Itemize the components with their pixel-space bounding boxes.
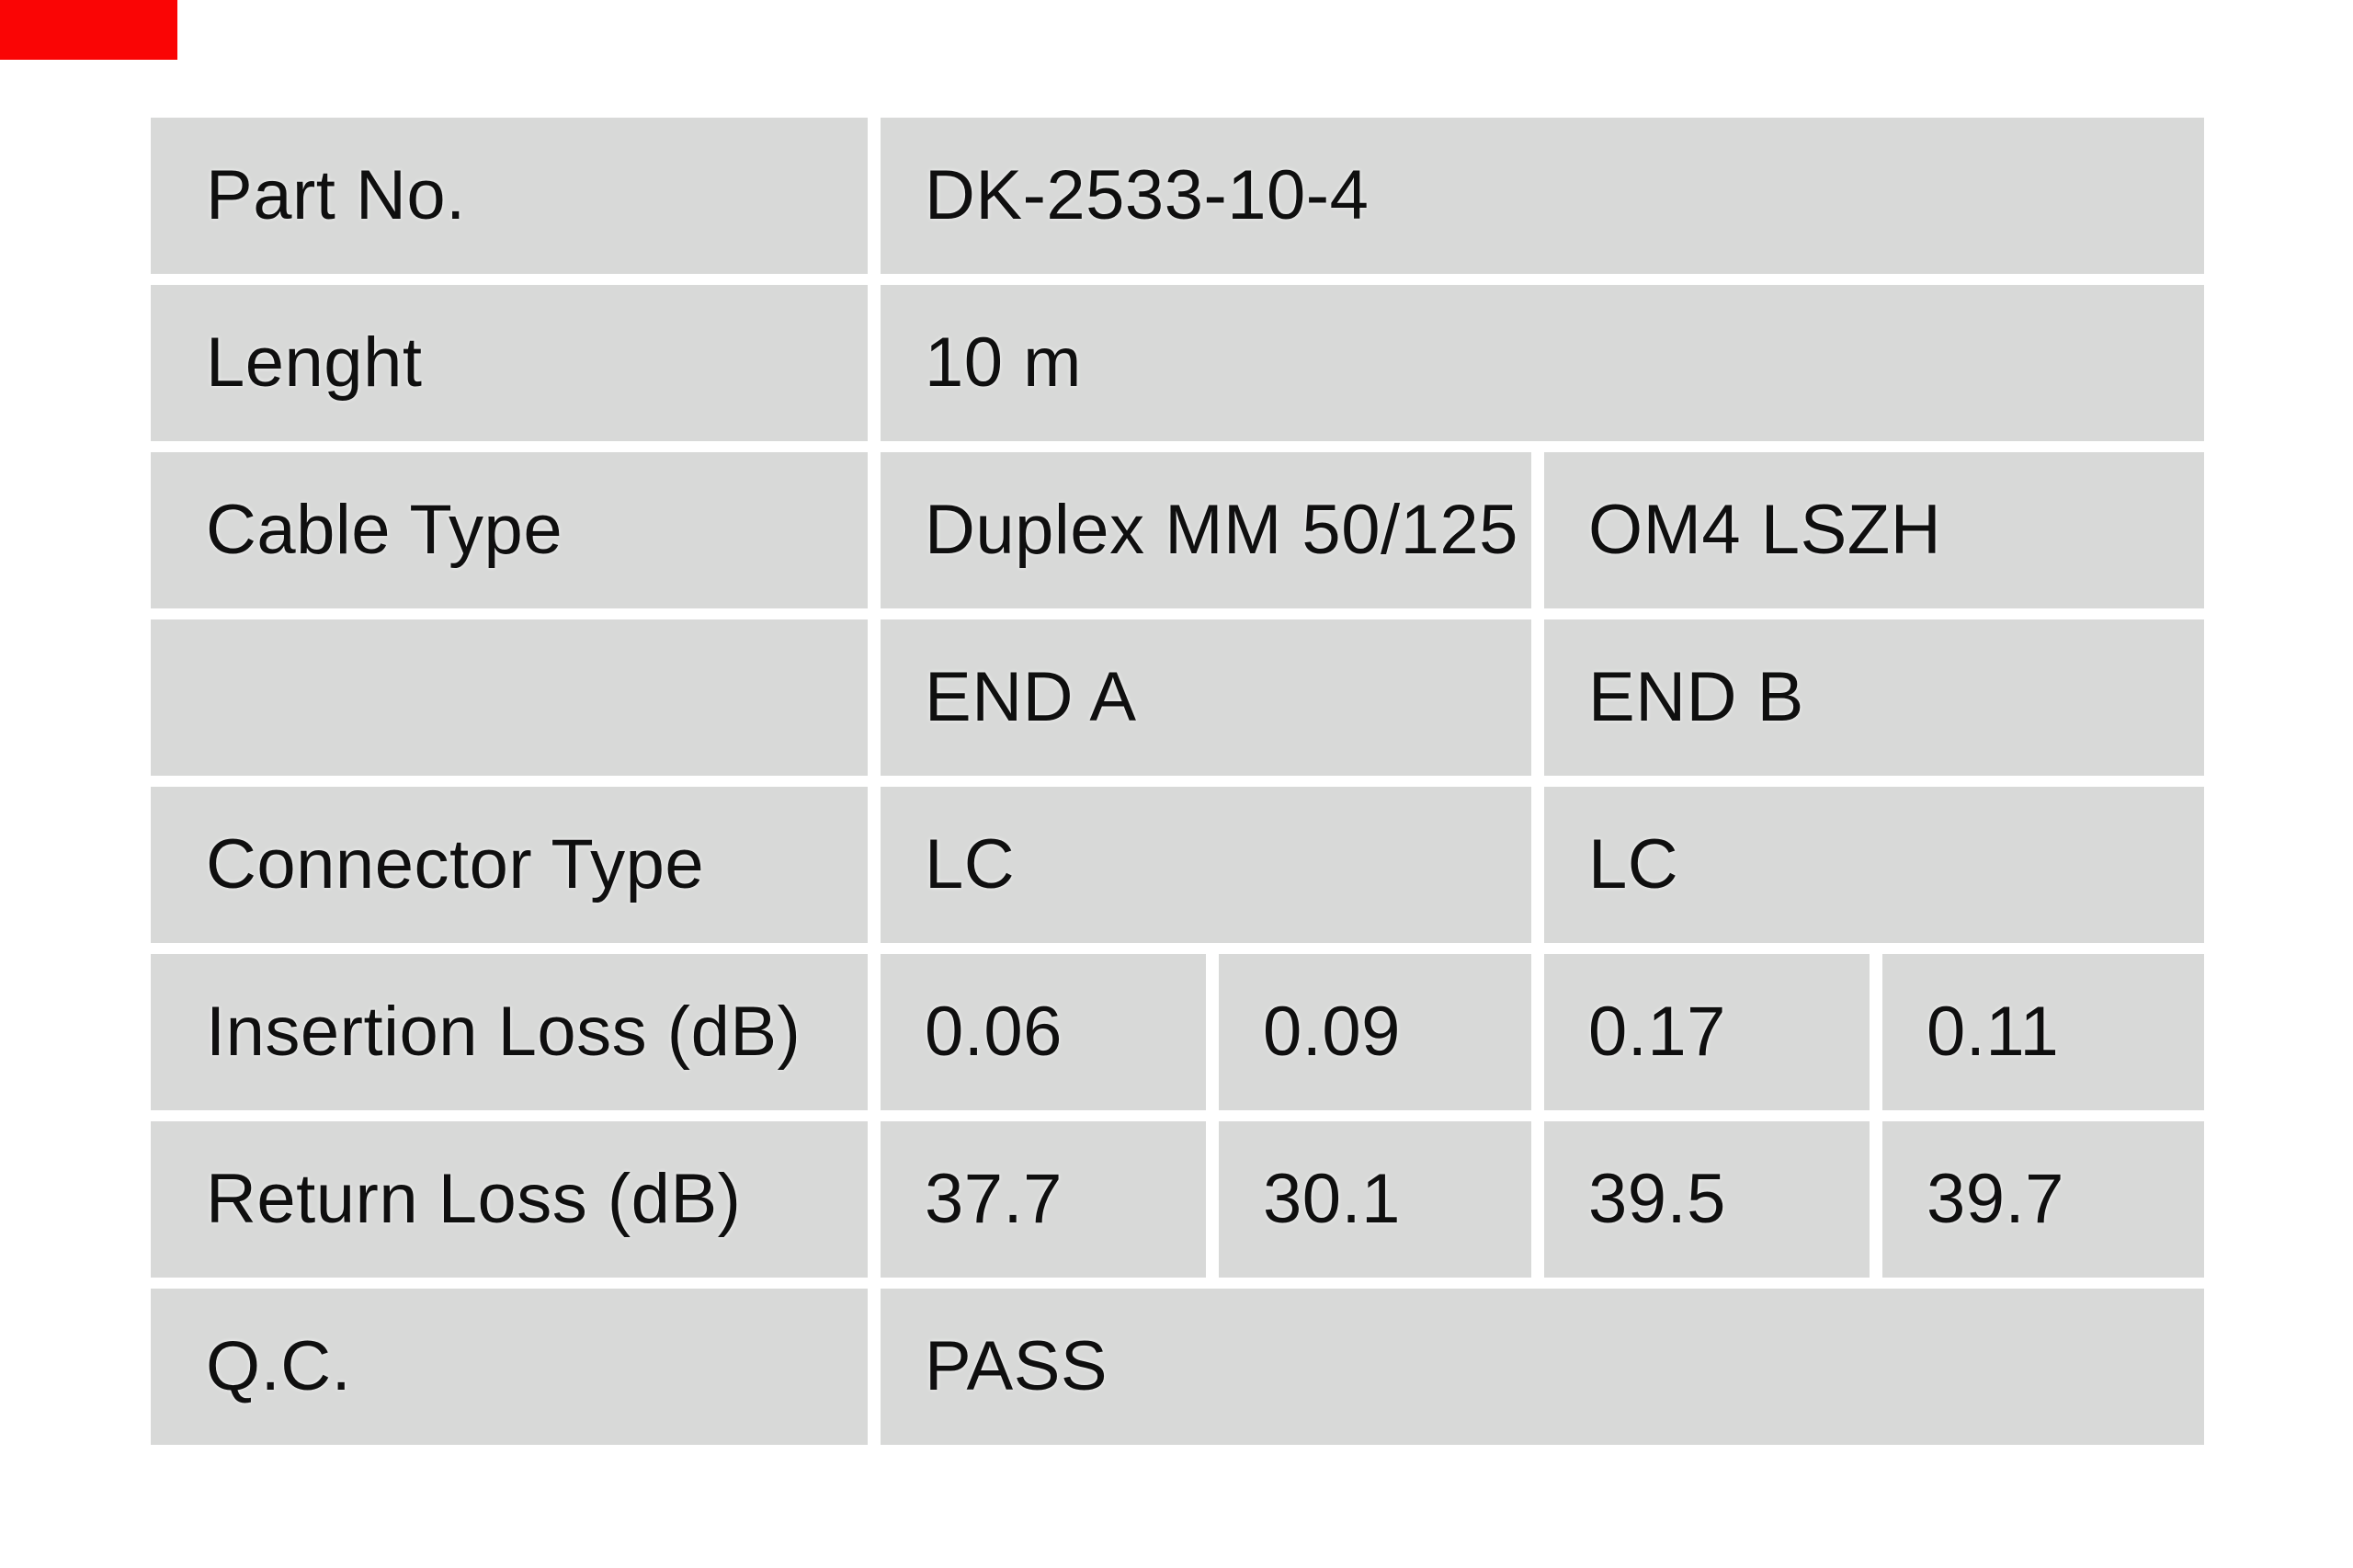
qc-value: PASS xyxy=(881,1289,2204,1445)
ends-header-empty-cell xyxy=(151,619,868,776)
connector-type-end-b: LC xyxy=(1544,787,2204,943)
table-row-part-no: Part No. DK-2533-10-4 xyxy=(151,118,2204,274)
insertion-loss-end-b-1: 0.17 xyxy=(1544,954,1870,1110)
length-value: 10 m xyxy=(881,285,2204,441)
insertion-loss-end-a-1: 0.06 xyxy=(881,954,1206,1110)
table-row-return-loss: Return Loss (dB) 37.7 30.1 39.5 39.7 xyxy=(151,1121,2204,1278)
cable-spec-table: Part No. DK-2533-10-4 Lenght 10 m Cable … xyxy=(151,118,2204,1445)
table-row-qc: Q.C. PASS xyxy=(151,1289,2204,1445)
insertion-loss-label: Insertion Loss (dB) xyxy=(151,954,868,1110)
table-row-insertion-loss: Insertion Loss (dB) 0.06 0.09 0.17 0.11 xyxy=(151,954,2204,1110)
insertion-loss-end-b-2: 0.11 xyxy=(1882,954,2204,1110)
connector-type-label: Connector Type xyxy=(151,787,868,943)
cable-type-label: Cable Type xyxy=(151,452,868,608)
part-no-label: Part No. xyxy=(151,118,868,274)
connector-type-end-a: LC xyxy=(881,787,1531,943)
insertion-loss-end-a-2: 0.09 xyxy=(1219,954,1531,1110)
end-a-header: END A xyxy=(881,619,1531,776)
length-label: Lenght xyxy=(151,285,868,441)
cable-type-value-left: Duplex MM 50/125 xyxy=(881,452,1531,608)
table-row-connector-type: Connector Type LC LC xyxy=(151,787,2204,943)
table-row-cable-type: Cable Type Duplex MM 50/125 OM4 LSZH xyxy=(151,452,2204,608)
qc-label: Q.C. xyxy=(151,1289,868,1445)
cable-type-value-right: OM4 LSZH xyxy=(1544,452,2204,608)
table-row-ends-header: END A END B xyxy=(151,619,2204,776)
return-loss-label: Return Loss (dB) xyxy=(151,1121,868,1278)
end-b-header: END B xyxy=(1544,619,2204,776)
part-no-value: DK-2533-10-4 xyxy=(881,118,2204,274)
table-row-length: Lenght 10 m xyxy=(151,285,2204,441)
return-loss-end-a-2: 30.1 xyxy=(1219,1121,1531,1278)
return-loss-end-b-1: 39.5 xyxy=(1544,1121,1870,1278)
return-loss-end-a-1: 37.7 xyxy=(881,1121,1206,1278)
return-loss-end-b-2: 39.7 xyxy=(1882,1121,2204,1278)
red-corner-marker xyxy=(0,0,177,60)
